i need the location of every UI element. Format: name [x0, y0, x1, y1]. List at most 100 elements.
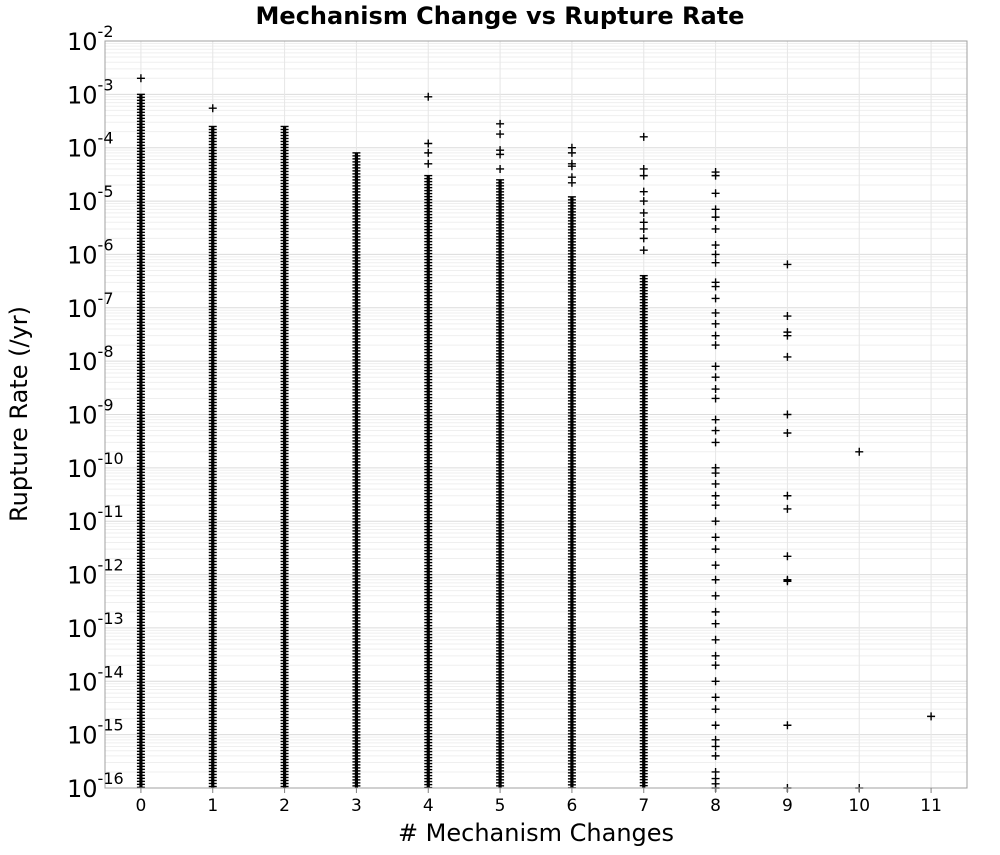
y-tick-label: 10-4 — [67, 129, 114, 163]
plot-frame — [104, 40, 968, 789]
point-marker — [711, 241, 720, 250]
point-marker — [711, 294, 720, 303]
point-marker — [783, 260, 792, 269]
x-tick-label: 1 — [207, 796, 218, 816]
point-marker — [711, 635, 720, 644]
point-marker — [711, 491, 720, 500]
dense-column-6 — [570, 196, 574, 788]
point-marker — [711, 319, 720, 328]
y-tick-label: 10-10 — [67, 449, 124, 483]
point-marker — [711, 362, 720, 371]
y-tick-label: 10-16 — [67, 769, 124, 803]
y-tick-label: 10-12 — [67, 556, 124, 590]
x-tick-label: 0 — [136, 796, 147, 816]
y-tick-label: 10-15 — [67, 716, 124, 750]
x-tick-label: 4 — [423, 796, 434, 816]
x-tick-label: 10 — [848, 796, 870, 816]
dense-columns — [136, 93, 648, 789]
point-marker — [639, 224, 648, 233]
point-marker — [783, 491, 792, 500]
dense-column-2 — [282, 126, 287, 789]
point-marker — [711, 189, 720, 198]
point-marker — [711, 651, 720, 660]
grid-minor — [105, 42, 967, 773]
x-tick-label: 6 — [567, 796, 578, 816]
point-marker — [783, 410, 792, 419]
point-marker — [711, 171, 720, 180]
point-marker — [639, 187, 648, 196]
y-axis-label: Rupture Rate (/yr) — [5, 306, 33, 522]
scatter-points — [136, 74, 936, 792]
point-marker — [711, 693, 720, 702]
point-marker — [711, 426, 720, 435]
point-marker — [711, 619, 720, 628]
point-marker — [424, 148, 433, 157]
point-marker — [639, 197, 648, 206]
point-marker — [711, 469, 720, 478]
point-marker — [711, 575, 720, 584]
dense-column-0 — [139, 94, 143, 789]
point-marker — [711, 479, 720, 488]
point-marker — [711, 677, 720, 686]
y-tick-label: 10-9 — [67, 396, 114, 430]
x-tick-label: 9 — [782, 796, 793, 816]
x-tick-label: 7 — [638, 796, 649, 816]
point-marker — [424, 159, 433, 168]
point-marker — [711, 213, 720, 222]
point-marker — [711, 308, 720, 317]
x-tick-label: 3 — [351, 796, 362, 816]
dense-column-1 — [211, 126, 215, 789]
y-axis-ticks: 10-16 10-15 10-14 10-13 10-12 10-11 10-10 10-9 1… — [67, 22, 124, 803]
point-marker — [855, 447, 864, 456]
point-marker — [711, 705, 720, 714]
point-marker — [639, 218, 648, 227]
point-marker — [711, 394, 720, 403]
point-marker — [783, 331, 792, 340]
point-marker — [711, 607, 720, 616]
point-marker — [783, 504, 792, 513]
y-tick-label: 10-5 — [67, 182, 114, 216]
point-marker — [639, 132, 648, 141]
point-marker — [136, 74, 145, 83]
point-marker — [711, 533, 720, 542]
point-marker — [639, 208, 648, 217]
y-tick-label: 10-2 — [67, 22, 114, 56]
point-marker — [711, 205, 720, 214]
point-marker — [567, 178, 576, 187]
point-marker — [711, 438, 720, 447]
x-tick-label: 5 — [495, 796, 506, 816]
point-marker — [711, 591, 720, 600]
point-marker — [711, 258, 720, 267]
point-marker — [711, 721, 720, 730]
y-tick-label: 10-8 — [67, 342, 114, 376]
point-marker — [711, 415, 720, 424]
point-marker — [711, 501, 720, 510]
point-marker — [711, 742, 720, 751]
y-tick-label: 10-7 — [67, 289, 114, 323]
point-marker — [711, 250, 720, 259]
point-marker — [711, 751, 720, 760]
point-marker — [783, 429, 792, 438]
point-marker — [783, 312, 792, 321]
point-marker — [783, 352, 792, 361]
point-marker — [711, 282, 720, 291]
point-marker — [711, 517, 720, 526]
point-marker — [496, 119, 505, 128]
point-marker — [783, 721, 792, 730]
point-marker — [711, 385, 720, 394]
y-tick-label: 10-3 — [67, 75, 114, 109]
point-marker — [639, 234, 648, 243]
point-marker — [567, 162, 576, 171]
x-tick-label: 11 — [920, 796, 942, 816]
chart-title: Mechanism Change vs Rupture Rate — [256, 2, 745, 30]
x-tick-label: 8 — [710, 796, 721, 816]
point-marker — [711, 545, 720, 554]
point-marker — [711, 331, 720, 340]
point-marker — [711, 561, 720, 570]
dense-column-7 — [642, 275, 646, 788]
point-marker — [424, 92, 433, 101]
dense-column-5 — [498, 179, 502, 788]
point-marker — [424, 139, 433, 148]
